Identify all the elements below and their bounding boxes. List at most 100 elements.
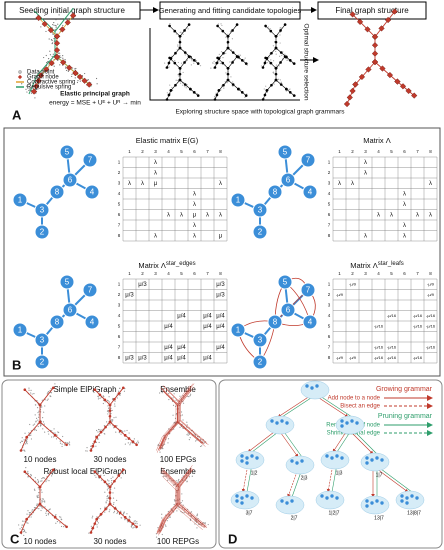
data-point (99, 508, 102, 510)
graph-node (89, 531, 93, 534)
matrix-cell: -μ/16 (387, 313, 397, 318)
data-point (172, 414, 174, 416)
data-point (45, 514, 47, 516)
data-point (113, 487, 116, 489)
data-point (90, 448, 92, 450)
data-point (64, 441, 67, 444)
graph-node (285, 87, 288, 91)
graph-node (12, 192, 28, 208)
tree-edge (162, 385, 180, 402)
graph-node (113, 479, 116, 483)
graph-node (346, 94, 353, 101)
data-point (279, 34, 281, 36)
graph-node (365, 456, 369, 460)
data-point (33, 488, 36, 490)
legend-item: Add node to a node (328, 396, 381, 402)
data-point (230, 49, 232, 51)
graph-node (380, 501, 384, 505)
data-point (155, 536, 158, 538)
data-point (288, 89, 290, 91)
data-point (88, 532, 90, 534)
data-point (111, 398, 114, 400)
graph-node (364, 26, 371, 33)
data-point (54, 432, 56, 434)
graph-node (330, 456, 334, 460)
data-point (57, 59, 60, 61)
tree-edge (193, 517, 206, 528)
matrix-title: Matrix Λstar_edges (138, 261, 195, 270)
graph-node (178, 40, 182, 44)
graph-node (280, 302, 296, 318)
legend-label: Graph node (27, 75, 59, 81)
data-point (27, 476, 29, 478)
graph-node (108, 415, 112, 418)
data-point (186, 59, 188, 61)
data-point (186, 468, 188, 471)
tree-edge (194, 433, 208, 445)
graph-node (99, 512, 103, 516)
data-point (190, 64, 192, 66)
node-label: 3 (258, 206, 263, 215)
data-point (25, 88, 27, 90)
graph-node (60, 59, 67, 66)
graph-node (53, 40, 61, 47)
data-point (64, 9, 66, 12)
data-point (21, 520, 24, 522)
data-point (155, 533, 158, 535)
tree-edge (156, 519, 163, 534)
graph-node (399, 83, 407, 90)
matrix-cell: λ (141, 181, 144, 187)
data-point (29, 89, 31, 91)
data-point (95, 441, 98, 443)
data-point (188, 395, 190, 398)
graph-node (104, 507, 107, 511)
graph-node (38, 420, 42, 424)
col-header: 1 (338, 271, 341, 276)
data-point (176, 49, 178, 51)
row-header: 4 (328, 191, 331, 196)
data-point (37, 425, 39, 428)
data-point (217, 23, 220, 25)
data-point (128, 515, 131, 517)
data-point (28, 387, 30, 389)
node-label: 6 (68, 176, 73, 185)
data-point (177, 44, 179, 46)
data-point (244, 96, 246, 99)
data-point (191, 60, 193, 62)
data-point (161, 533, 163, 536)
structure-label: 1|3 (336, 470, 343, 476)
data-point (103, 432, 105, 435)
graph-node (405, 496, 409, 500)
data-point (37, 494, 39, 496)
data-point (37, 480, 40, 482)
graph-node (283, 55, 287, 58)
data-point (71, 73, 73, 75)
data-point (128, 432, 130, 434)
graph-node (365, 499, 369, 503)
data-point (111, 419, 113, 421)
data-point (42, 507, 44, 509)
data-point (50, 436, 53, 438)
tree-edge (176, 504, 193, 519)
tree-edge (346, 84, 356, 105)
matrix-cell: μ/4 (203, 324, 212, 330)
matrix-cell: μ/4 (164, 345, 173, 351)
graph-node (69, 12, 77, 19)
graph-node (290, 459, 294, 463)
data-point (30, 438, 33, 440)
data-point (58, 516, 61, 518)
graph-node (98, 393, 102, 397)
data-point (33, 429, 36, 431)
node-label: 7 (88, 156, 93, 165)
tree-edge (124, 434, 137, 446)
data-point (188, 439, 190, 441)
data-point (134, 522, 136, 524)
data-point (35, 429, 37, 431)
data-point (186, 424, 188, 426)
data-point (34, 477, 36, 479)
data-point (266, 61, 268, 64)
graph-node (340, 424, 344, 428)
data-point (51, 55, 53, 58)
data-point (96, 524, 98, 526)
matrix-title: Matrix Λ (363, 136, 391, 145)
